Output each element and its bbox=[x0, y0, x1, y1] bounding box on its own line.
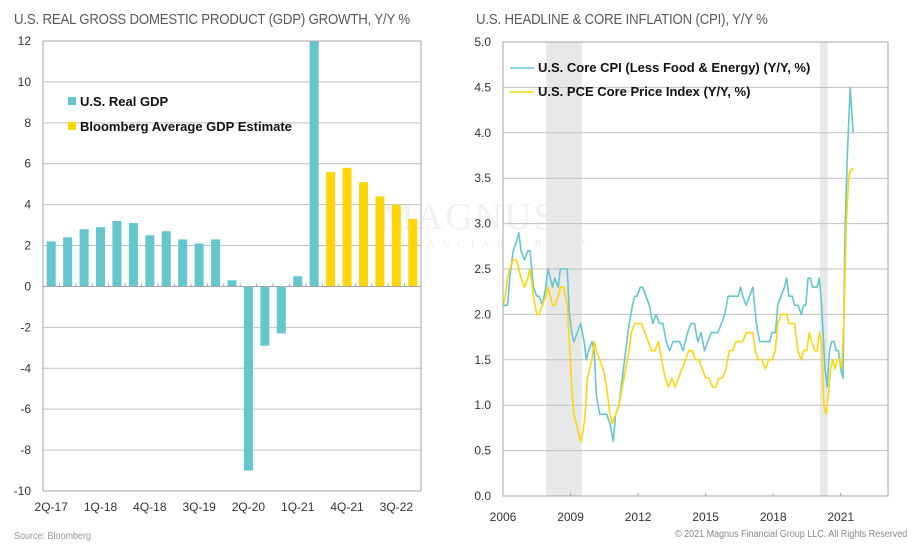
gdp-y-axis-labels: 12 10 8 6 4 2 0 -2 -4 -6 -8 -10 bbox=[14, 34, 32, 498]
cpi-y-tick-label: 0.5 bbox=[474, 444, 491, 458]
gdp-plot-border bbox=[42, 40, 422, 492]
gdp-gridlines bbox=[43, 40, 421, 492]
legend-swatch-bloomberg-estimate bbox=[68, 122, 76, 130]
gdp-bar-actual bbox=[145, 235, 155, 287]
gdp-chart-title: U.S. REAL GROSS DOMESTIC PRODUCT (GDP) G… bbox=[14, 11, 410, 28]
legend-label-bloomberg-estimate: Bloomberg Average GDP Estimate bbox=[80, 119, 292, 134]
gdp-bar-actual bbox=[46, 241, 56, 287]
gdp-x-tick-label: 3Q-19 bbox=[182, 500, 216, 514]
gdp-y-tick-label: -4 bbox=[20, 361, 31, 375]
gdp-bar-actual bbox=[194, 243, 204, 287]
gdp-y-tick-label: 12 bbox=[18, 34, 32, 48]
gdp-x-tick-label: 4Q-21 bbox=[330, 500, 364, 514]
gdp-y-tick-label: -6 bbox=[20, 402, 31, 416]
gdp-bar-actual bbox=[79, 229, 89, 287]
gdp-bar-estimate bbox=[391, 204, 401, 287]
gdp-bar-actual bbox=[211, 239, 221, 287]
gdp-bar-actual bbox=[96, 227, 106, 287]
gdp-bar-actual bbox=[161, 231, 171, 287]
cpi-y-tick-label: 4.5 bbox=[474, 80, 491, 94]
legend-label-real-gdp: U.S. Real GDP bbox=[80, 94, 168, 109]
gdp-y-tick-label: 0 bbox=[24, 279, 31, 293]
gdp-bar-actual bbox=[243, 286, 253, 471]
cpi-x-tick-label: 2018 bbox=[760, 510, 787, 524]
cpi-legend: U.S. Core CPI (Less Food & Energy) (Y/Y,… bbox=[510, 60, 810, 99]
gdp-bar-actual bbox=[128, 223, 138, 287]
pce-core-line bbox=[502, 168, 854, 443]
gdp-bar-actual bbox=[178, 239, 188, 287]
cpi-plot-border bbox=[502, 41, 889, 497]
cpi-y-tick-label: 1.5 bbox=[474, 353, 491, 367]
legend-label-pce-core: U.S. PCE Core Price Index (Y/Y, %) bbox=[538, 84, 750, 99]
gdp-y-tick-label: 6 bbox=[24, 157, 31, 171]
gdp-y-tick-label: 8 bbox=[24, 116, 31, 130]
gdp-bar-actual bbox=[112, 221, 122, 287]
cpi-x-tick-label: 2021 bbox=[827, 510, 854, 524]
gdp-bar-actual bbox=[260, 286, 270, 346]
cpi-lines bbox=[502, 86, 854, 443]
gdp-legend: U.S. Real GDP Bloomberg Average GDP Esti… bbox=[68, 94, 292, 134]
source-note: Source: Bloomberg bbox=[14, 531, 92, 542]
cpi-y-tick-label: 2.0 bbox=[474, 307, 491, 321]
gdp-bar-actual bbox=[63, 237, 73, 287]
cpi-axes bbox=[502, 41, 889, 497]
copyright-note: © 2021 Magnus Financial Group LLC. All R… bbox=[675, 529, 908, 540]
cpi-y-tick-label: 3.5 bbox=[474, 171, 491, 185]
gdp-bar-actual bbox=[293, 276, 303, 287]
gdp-bar-actual bbox=[276, 286, 286, 334]
core-cpi-line bbox=[503, 86, 854, 443]
cpi-y-tick-label: 0.0 bbox=[474, 489, 491, 503]
gdp-bar-estimate bbox=[342, 167, 352, 287]
cpi-y-tick-label: 3.0 bbox=[474, 217, 491, 231]
cpi-y-tick-label: 1.0 bbox=[474, 398, 491, 412]
gdp-x-axis-labels: 2Q-17 1Q-18 4Q-18 3Q-19 2Q-20 1Q-21 4Q-21 3Q-22 bbox=[35, 500, 414, 514]
gdp-bar-actual bbox=[309, 41, 319, 287]
gdp-bar-estimate bbox=[375, 196, 385, 287]
cpi-x-tick-label: 2006 bbox=[490, 510, 517, 524]
magnus-watermark-sub: FINANCIAL GROUP bbox=[388, 238, 592, 250]
cpi-y-tick-label: 4.0 bbox=[474, 126, 491, 140]
gdp-x-tick-label: 1Q-18 bbox=[84, 500, 118, 514]
gdp-y-tick-label: 4 bbox=[24, 198, 31, 212]
gdp-x-tick-label: 2Q-17 bbox=[35, 500, 69, 514]
gdp-x-tick-label: 4Q-18 bbox=[133, 500, 167, 514]
gdp-bar-estimate bbox=[326, 171, 336, 287]
cpi-x-tick-label: 2015 bbox=[692, 510, 719, 524]
gdp-bar-actual bbox=[227, 280, 237, 287]
gdp-bars bbox=[46, 41, 418, 471]
gdp-y-tick-label: 10 bbox=[18, 75, 32, 89]
gdp-x-tick-label: 1Q-21 bbox=[281, 500, 315, 514]
legend-swatch-real-gdp bbox=[68, 97, 76, 105]
gdp-bar-estimate bbox=[358, 182, 368, 287]
cpi-x-axis-labels: 2006 2009 2012 2015 2018 2021 bbox=[490, 510, 855, 524]
cpi-y-tick-label: 2.5 bbox=[474, 262, 491, 276]
gdp-x-tick-label: 2Q-20 bbox=[232, 500, 266, 514]
gdp-axes bbox=[42, 40, 422, 492]
cpi-y-tick-label: 5.0 bbox=[474, 35, 491, 49]
inflation-chart-title: U.S. HEADLINE & CORE INFLATION (CPI), Y/… bbox=[476, 11, 768, 28]
gdp-y-tick-label: -2 bbox=[20, 320, 31, 334]
gdp-y-tick-label: -8 bbox=[20, 443, 31, 457]
legend-label-core-cpi: U.S. Core CPI (Less Food & Energy) (Y/Y,… bbox=[538, 60, 810, 75]
cpi-x-tick-label: 2012 bbox=[625, 510, 652, 524]
gdp-x-tick-label: 3Q-22 bbox=[380, 500, 414, 514]
cpi-y-axis-labels: 5.0 4.5 4.0 3.5 3.0 2.5 2.0 1.5 1.0 0.5 0.0 bbox=[474, 35, 491, 503]
gdp-y-tick-label: 2 bbox=[24, 239, 31, 253]
gdp-bar-estimate bbox=[408, 218, 418, 287]
cpi-x-tick-label: 2009 bbox=[557, 510, 584, 524]
gdp-y-tick-label: -10 bbox=[14, 484, 32, 498]
